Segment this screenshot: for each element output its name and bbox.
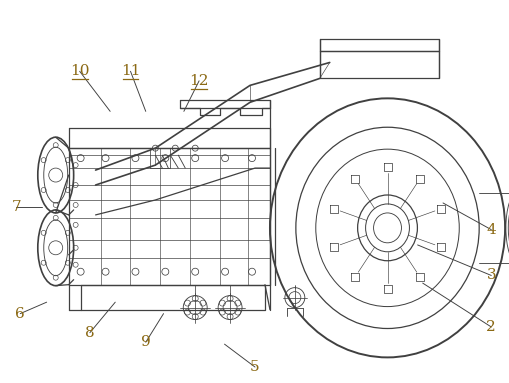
Text: 10: 10 bbox=[70, 64, 89, 78]
Text: 8: 8 bbox=[85, 326, 95, 340]
Text: 9: 9 bbox=[140, 335, 150, 349]
Text: 6: 6 bbox=[15, 307, 25, 321]
Text: 7: 7 bbox=[11, 200, 21, 214]
Text: 5: 5 bbox=[250, 360, 259, 374]
Text: 3: 3 bbox=[486, 268, 495, 282]
Text: 4: 4 bbox=[486, 223, 495, 237]
Text: 12: 12 bbox=[189, 74, 209, 88]
Text: 2: 2 bbox=[486, 320, 495, 334]
Text: 11: 11 bbox=[121, 64, 140, 78]
